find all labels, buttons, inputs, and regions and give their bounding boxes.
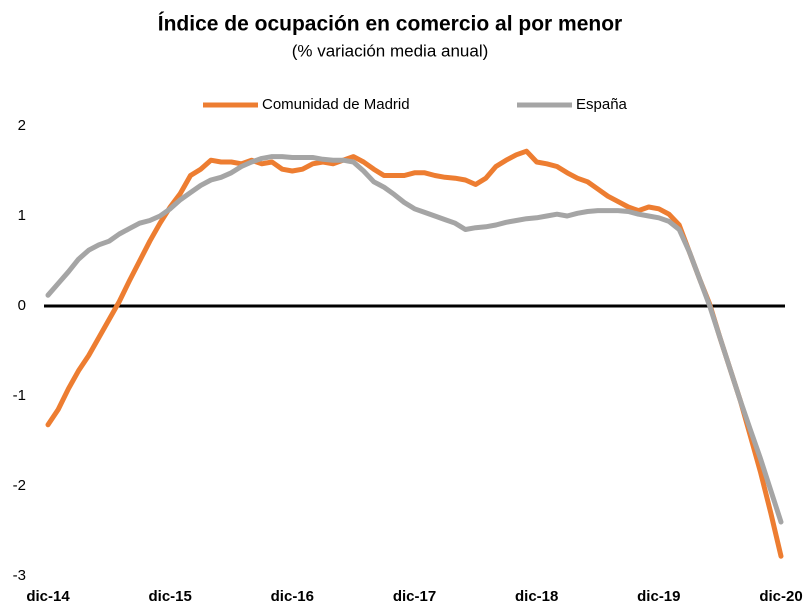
chart-subtitle: (% variación media anual) — [292, 41, 489, 60]
legend-label: España — [576, 96, 628, 113]
x-tick-label: dic-20 — [759, 588, 802, 605]
series-line — [45, 154, 784, 525]
x-tick-label: dic-14 — [26, 588, 70, 605]
y-tick-label: 0 — [18, 297, 26, 314]
y-tick-label: 1 — [18, 207, 26, 224]
y-tick-label: -1 — [13, 387, 26, 404]
x-tick-label: dic-15 — [148, 588, 191, 605]
x-tick-label: dic-16 — [271, 588, 314, 605]
x-tick-label: dic-17 — [393, 588, 436, 605]
y-tick-label: 2 — [18, 117, 26, 134]
x-tick-label: dic-19 — [637, 588, 680, 605]
y-tick-label: -3 — [13, 567, 26, 584]
series-line — [45, 148, 784, 559]
x-tick-label: dic-18 — [515, 588, 558, 605]
legend-label: Comunidad de Madrid — [262, 96, 410, 113]
y-tick-label: -2 — [13, 477, 26, 494]
chart-title: Índice de ocupación en comercio al por m… — [158, 13, 622, 36]
